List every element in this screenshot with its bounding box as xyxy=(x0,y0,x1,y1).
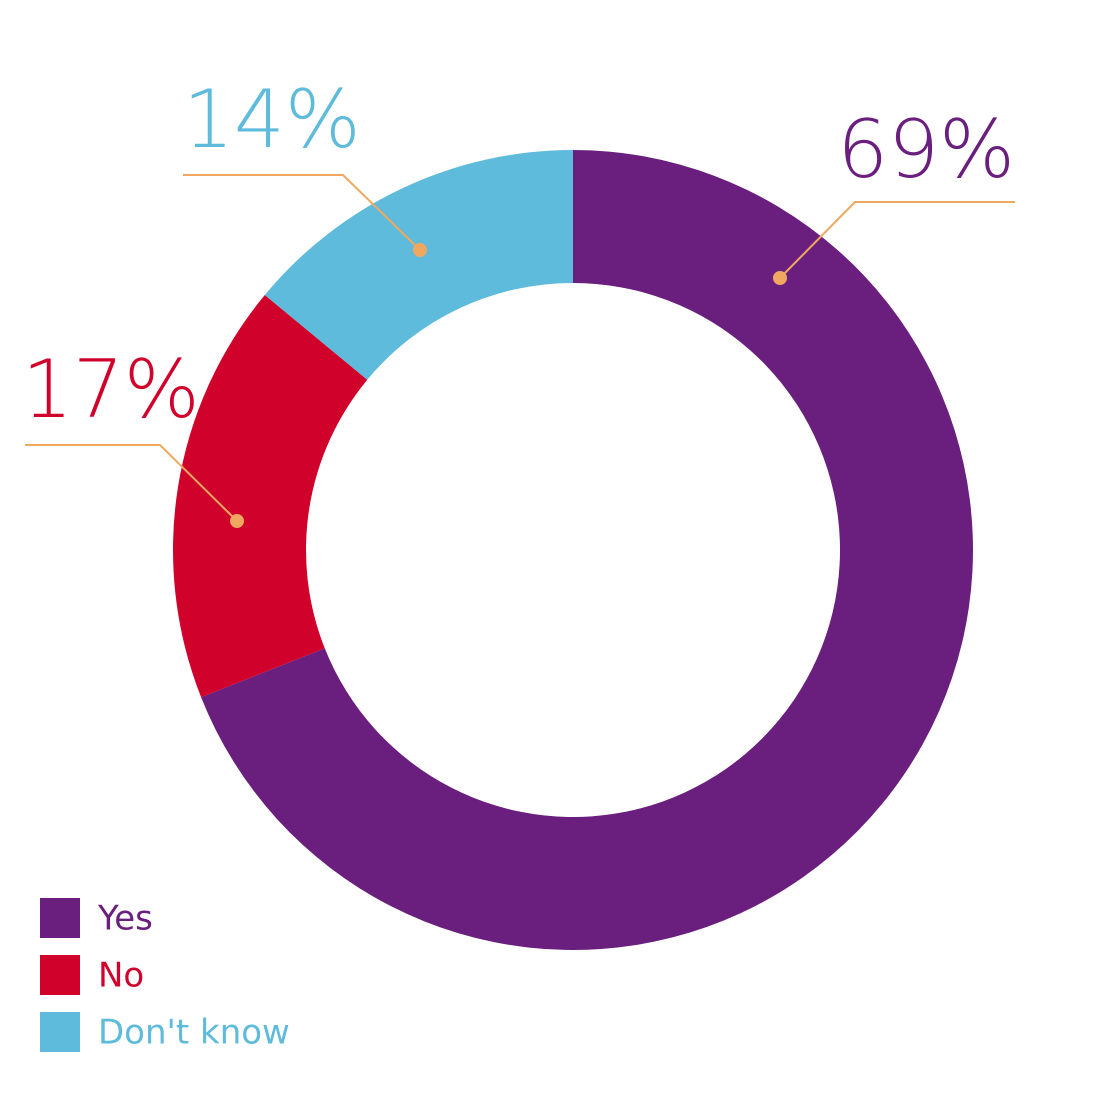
data-label: 17% xyxy=(22,343,200,436)
donut-slice xyxy=(264,150,573,380)
leader-line xyxy=(183,174,421,251)
donut-slice xyxy=(201,150,973,950)
leader-line xyxy=(25,444,238,522)
donut-slice xyxy=(173,295,368,698)
legend-label: Yes xyxy=(97,899,153,939)
leader-dot xyxy=(413,243,427,257)
legend-swatch xyxy=(40,955,80,995)
leader-line xyxy=(779,201,1015,279)
leader-dot xyxy=(773,271,787,285)
legend-label: No xyxy=(98,956,144,996)
data-label: 69% xyxy=(837,103,1015,196)
legend-label: Don't know xyxy=(98,1013,290,1053)
legend-swatch xyxy=(40,1012,80,1052)
legend-swatch xyxy=(40,898,80,938)
leader-dot xyxy=(230,514,244,528)
data-label: 14% xyxy=(183,73,361,166)
